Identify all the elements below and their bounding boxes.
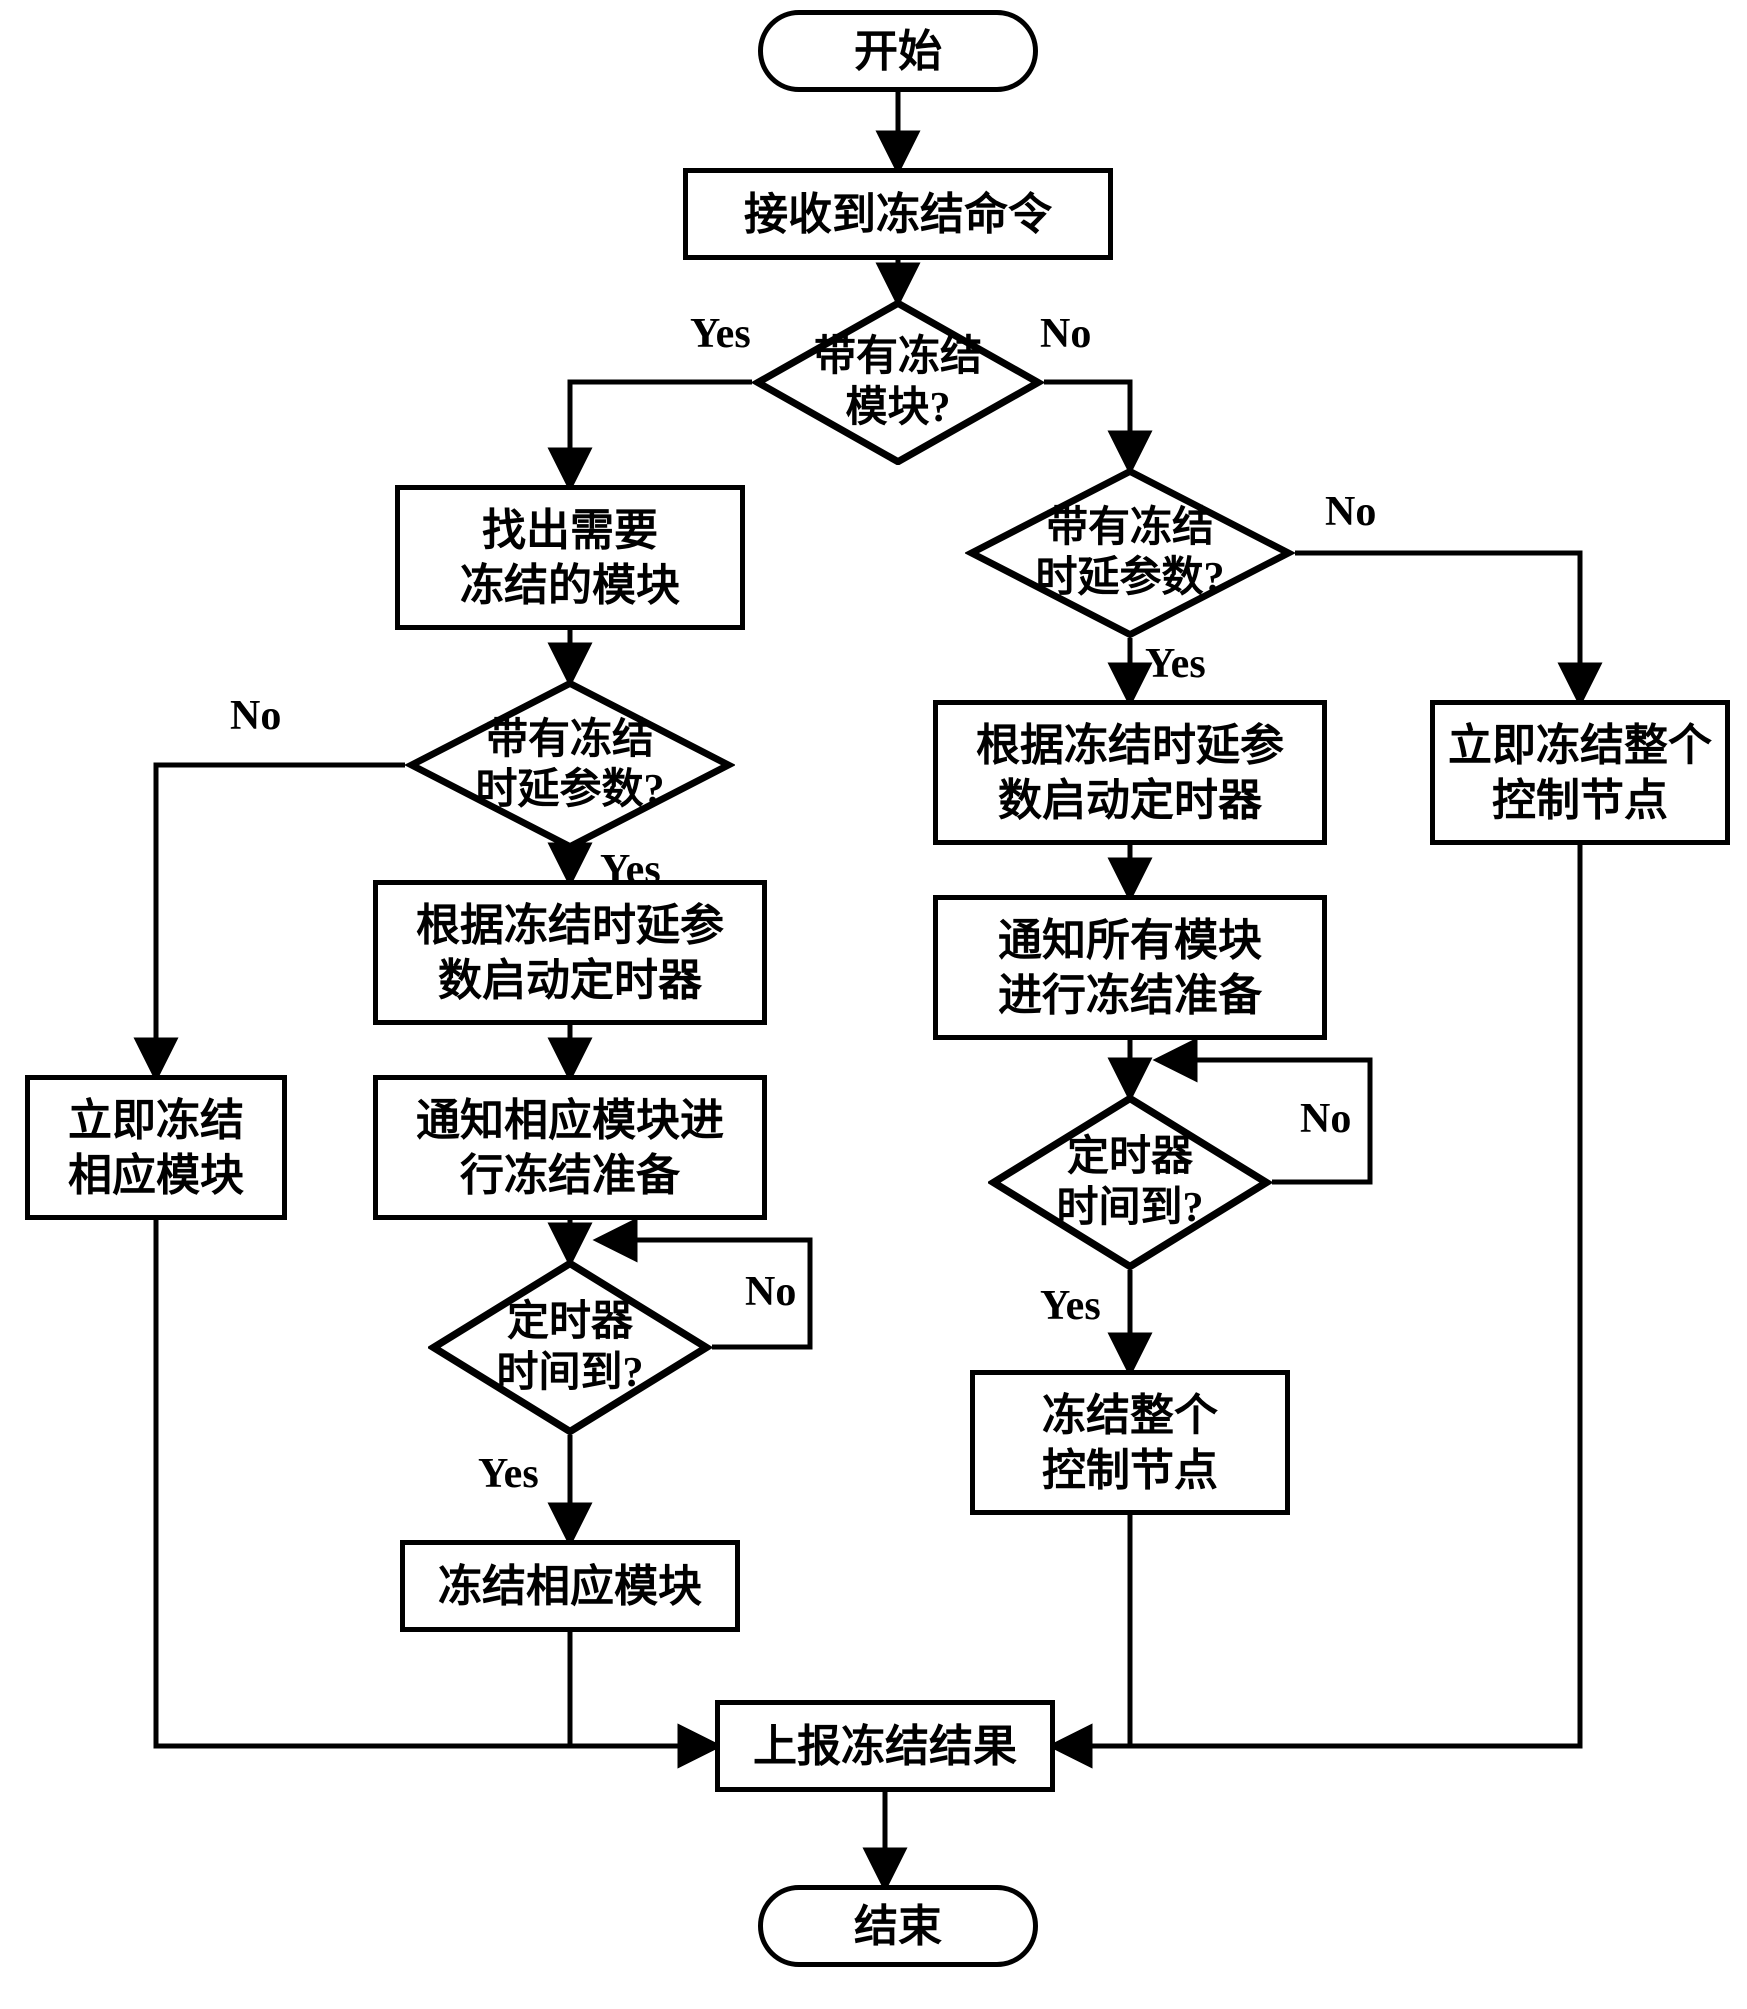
decision-label: 定时器时间到?	[496, 1297, 643, 1398]
process-label: 通知所有模块进行冻结准备	[998, 913, 1262, 1023]
process-start-timer-left: 根据冻结时延参数启动定时器	[373, 880, 767, 1025]
edge-label-no: No	[230, 692, 281, 740]
decision-label: 带有冻结模块?	[814, 332, 982, 433]
decision-label: 带有冻结时延参数?	[1035, 503, 1224, 604]
edge	[570, 382, 752, 485]
start-terminator: 开始	[758, 10, 1038, 92]
edge-label-yes: Yes	[1040, 1282, 1101, 1330]
process-label: 找出需要冻结的模块	[460, 503, 680, 613]
edge	[1055, 1515, 1130, 1746]
process-freeze-all: 冻结整个控制节点	[970, 1370, 1290, 1515]
edge-label-no: No	[1325, 488, 1376, 536]
process-receive-freeze-cmd: 接收到冻结命令	[683, 168, 1113, 260]
edge-label-yes: Yes	[1145, 640, 1206, 688]
process-label: 通知相应模块进行冻结准备	[416, 1093, 724, 1203]
decision-timer-right: 定时器时间到?	[988, 1095, 1272, 1270]
edge-label-yes: Yes	[690, 310, 751, 358]
decision-label: 带有冻结时延参数?	[475, 715, 664, 816]
start-label: 开始	[854, 24, 942, 79]
process-label: 冻结整个控制节点	[1042, 1388, 1218, 1498]
process-start-timer-right: 根据冻结时延参数启动定时器	[933, 700, 1327, 845]
decision-has-delay-left: 带有冻结时延参数?	[405, 680, 735, 850]
edge-label-no: No	[745, 1268, 796, 1316]
process-label: 根据冻结时延参数启动定时器	[416, 898, 724, 1008]
decision-timer-left: 定时器时间到?	[428, 1260, 712, 1435]
process-report-result: 上报冻结结果	[715, 1700, 1055, 1792]
process-find-module: 找出需要冻结的模块	[395, 485, 745, 630]
edge-label-yes: Yes	[478, 1450, 539, 1498]
process-label: 接收到冻结命令	[744, 187, 1052, 242]
process-notify-selected: 通知相应模块进行冻结准备	[373, 1075, 767, 1220]
process-freeze-now-selected: 立即冻结相应模块	[25, 1075, 287, 1220]
process-label: 立即冻结整个控制节点	[1448, 718, 1712, 828]
process-notify-all: 通知所有模块进行冻结准备	[933, 895, 1327, 1040]
process-label: 冻结相应模块	[438, 1559, 702, 1614]
edge	[570, 1632, 715, 1746]
decision-has-freeze-module: 带有冻结模块?	[752, 300, 1044, 465]
decision-has-delay-right: 带有冻结时延参数?	[965, 468, 1295, 638]
edge-label-yes: Yes	[600, 846, 661, 894]
edge	[156, 765, 405, 1075]
end-terminator: 结束	[758, 1885, 1038, 1967]
edge	[1044, 382, 1130, 468]
edge-label-no: No	[1300, 1095, 1351, 1143]
process-label: 立即冻结相应模块	[68, 1093, 244, 1203]
decision-label: 定时器时间到?	[1056, 1132, 1203, 1233]
edge	[1295, 553, 1580, 700]
end-label: 结束	[854, 1899, 942, 1954]
process-freeze-now-all: 立即冻结整个控制节点	[1430, 700, 1730, 845]
process-freeze-selected: 冻结相应模块	[400, 1540, 740, 1632]
process-label: 上报冻结结果	[753, 1719, 1017, 1774]
process-label: 根据冻结时延参数启动定时器	[976, 718, 1284, 828]
edge-label-no: No	[1040, 310, 1091, 358]
